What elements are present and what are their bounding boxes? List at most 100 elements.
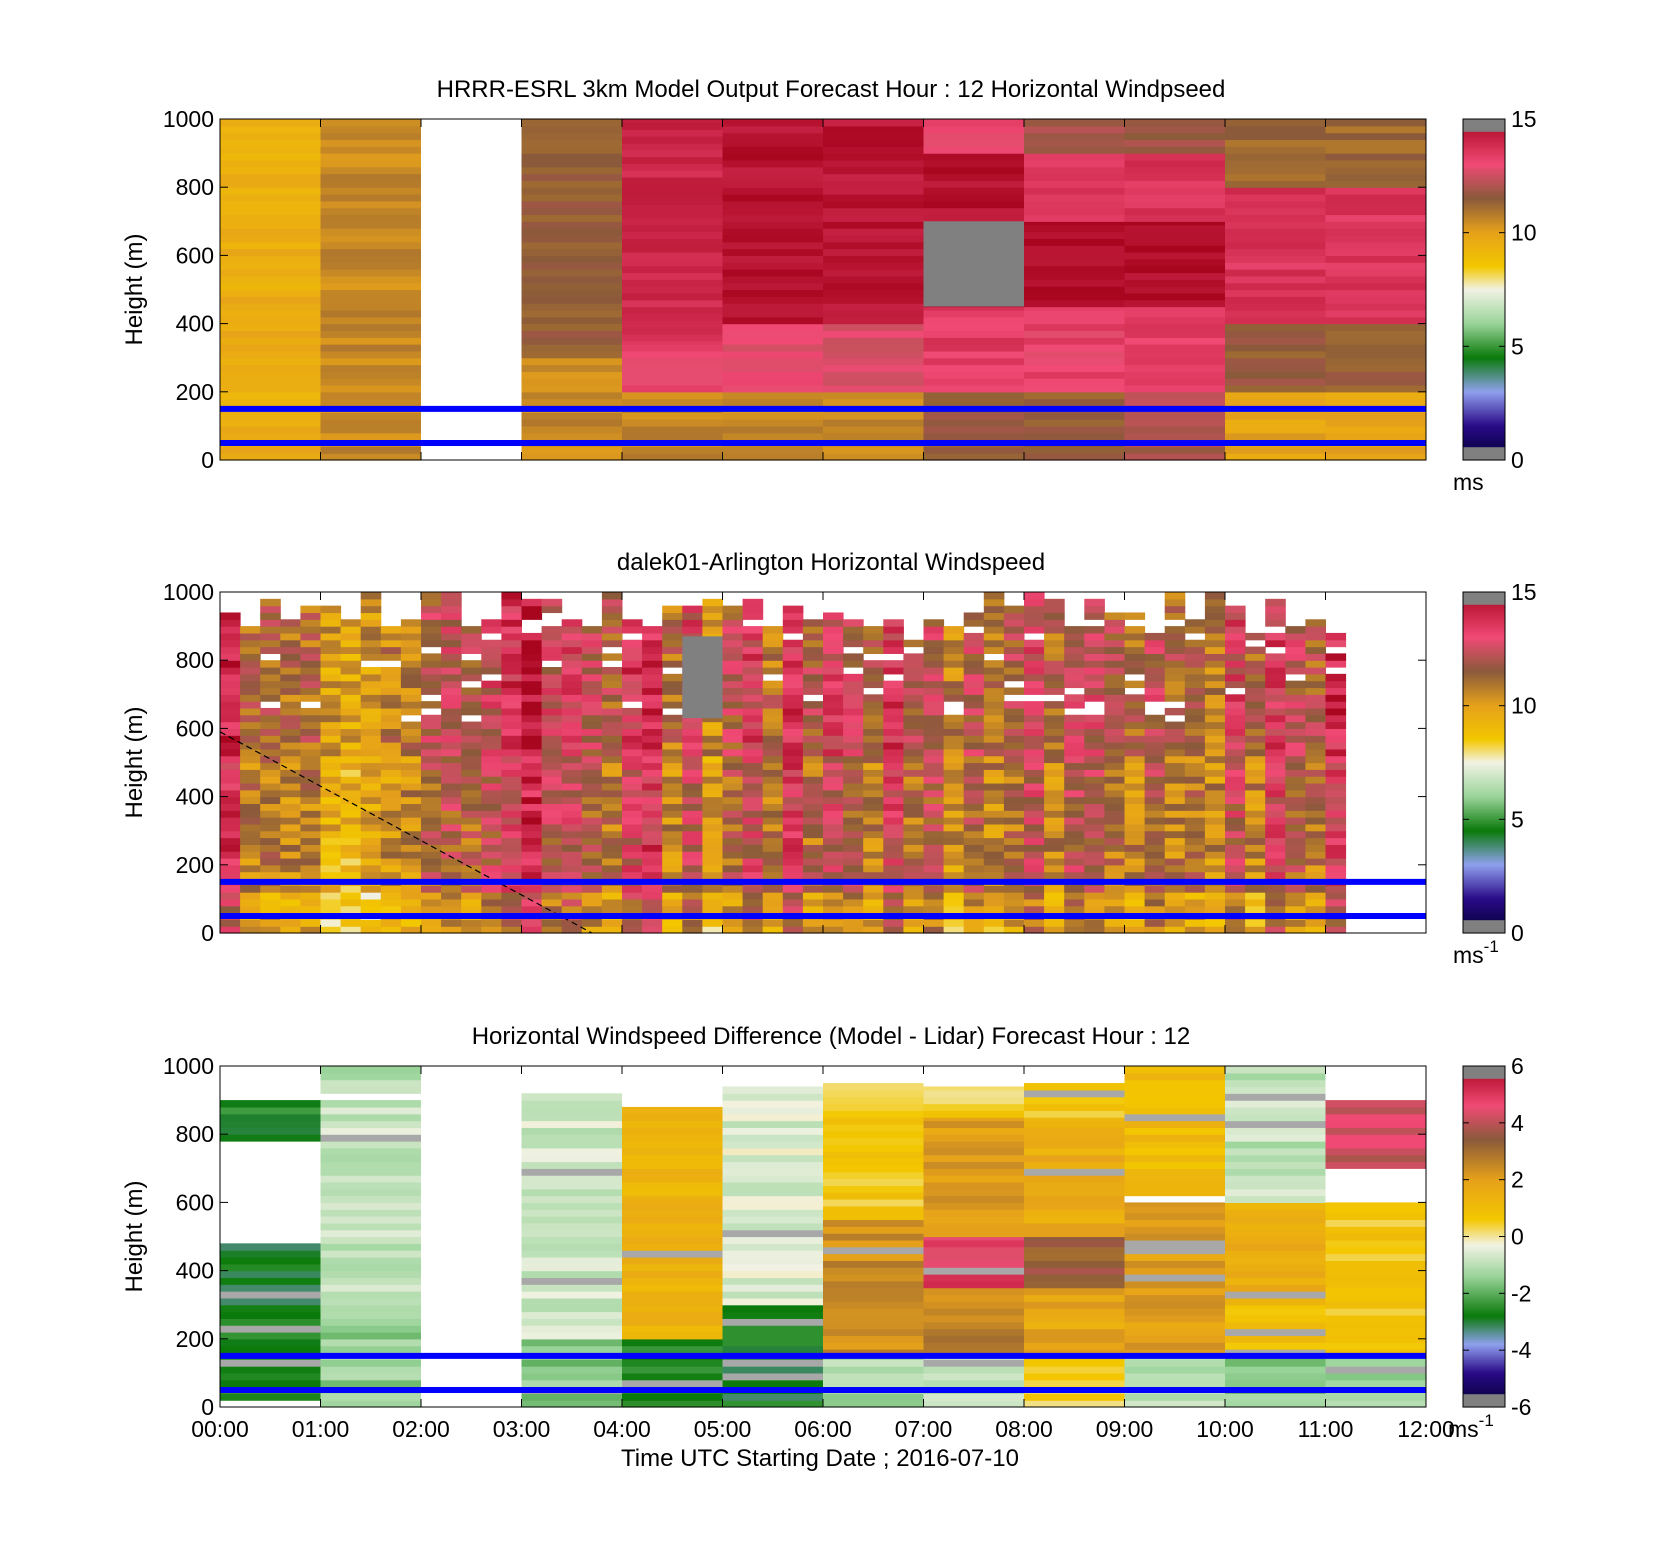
- heatmap-cell: [622, 1372, 723, 1381]
- heatmap-cell: [1024, 1366, 1125, 1374]
- heatmap-cell: [1184, 885, 1206, 893]
- heatmap-cell: [923, 1086, 1024, 1091]
- heatmap-cell: [340, 782, 362, 791]
- heatmap-cell: [983, 905, 1005, 914]
- colorbar-segment: [1463, 615, 1505, 619]
- heatmap-cell: [742, 701, 764, 709]
- heatmap-cell: [1245, 817, 1266, 825]
- heatmap-cell: [1124, 432, 1225, 441]
- heatmap-cell: [1184, 694, 1206, 702]
- heatmap-cell: [1325, 1246, 1426, 1255]
- heatmap-cell: [1164, 667, 1186, 675]
- heatmap-cell: [1325, 221, 1426, 229]
- heatmap-cell: [360, 898, 382, 907]
- heatmap-cell: [521, 350, 622, 359]
- heatmap-cell: [601, 776, 623, 784]
- heatmap-cell: [1024, 231, 1125, 239]
- heatmap-cell: [360, 673, 382, 682]
- colorbar-segment: [1463, 244, 1505, 248]
- heatmap-cell: [1064, 653, 1085, 661]
- colorbar-segment: [1463, 824, 1505, 828]
- heatmap-cell: [1285, 789, 1306, 798]
- heatmap-cell: [280, 796, 301, 805]
- heatmap-cell: [1225, 905, 1246, 914]
- heatmap-cell: [1204, 632, 1226, 641]
- heatmap-cell: [400, 673, 422, 682]
- heatmap-cell: [782, 694, 804, 702]
- heatmap-cell: [220, 371, 321, 379]
- heatmap-cell: [581, 796, 603, 805]
- heatmap-cell: [823, 207, 924, 216]
- heatmap-cell: [521, 1202, 622, 1210]
- heatmap-cell: [722, 1304, 823, 1313]
- heatmap-cell: [561, 735, 583, 743]
- heatmap-cell: [521, 1325, 622, 1333]
- colorbar-segment: [1463, 214, 1505, 218]
- heatmap-cell: [240, 626, 261, 634]
- heatmap-cell: [601, 626, 623, 634]
- heatmap-cell: [521, 1106, 622, 1115]
- heatmap-cell: [320, 687, 342, 695]
- heatmap-cell: [1225, 139, 1326, 147]
- heatmap-cell: [1044, 817, 1065, 825]
- heatmap-cell: [1225, 769, 1246, 777]
- heatmap-cell: [823, 1192, 924, 1200]
- heatmap-cell: [1104, 714, 1125, 723]
- heatmap-cell: [320, 1393, 421, 1401]
- heatmap-cell: [1204, 810, 1226, 818]
- heatmap-cell: [501, 646, 522, 654]
- heatmap-cell: [1305, 905, 1326, 914]
- heatmap-cell: [782, 728, 804, 736]
- heatmap-cell: [300, 735, 321, 743]
- heatmap-cell: [863, 830, 884, 839]
- heatmap-cell: [1024, 1127, 1125, 1135]
- heatmap-cell: [923, 857, 945, 866]
- heatmap-cell: [320, 1277, 421, 1285]
- heatmap-cell: [1225, 803, 1246, 811]
- heatmap-cell: [823, 626, 844, 634]
- heatmap-cell: [1225, 412, 1326, 420]
- heatmap-cell: [983, 871, 1005, 880]
- heatmap-cell: [1124, 680, 1146, 689]
- heatmap-cell: [541, 646, 563, 654]
- heatmap-cell: [1124, 1239, 1225, 1248]
- colorbar-segment: [1463, 410, 1505, 414]
- heatmap-cell: [320, 667, 342, 675]
- heatmap-cell: [923, 701, 945, 709]
- heatmap-cell: [1204, 748, 1226, 757]
- y-axis-label: Height (m): [121, 706, 148, 818]
- heatmap-cell: [702, 892, 723, 900]
- heatmap-cell: [601, 762, 623, 770]
- heatmap-cell: [360, 762, 382, 770]
- colorbar-segment: [1463, 751, 1505, 755]
- heatmap-cell: [1044, 905, 1065, 914]
- heatmap-cell: [1124, 823, 1146, 832]
- heatmap-cell: [943, 803, 965, 811]
- heatmap-cell: [320, 1229, 421, 1238]
- heatmap-cell: [220, 1325, 321, 1333]
- heatmap-cell: [622, 1325, 723, 1333]
- heatmap-cell: [320, 1154, 421, 1163]
- heatmap-cell: [963, 721, 985, 729]
- heatmap-cell: [1024, 286, 1125, 294]
- heatmap-cell: [943, 728, 965, 736]
- heatmap-cell: [521, 851, 543, 859]
- heatmap-cell: [501, 762, 522, 770]
- heatmap-cell: [722, 344, 823, 352]
- heatmap-cell: [682, 782, 703, 791]
- colorbar-segment: [1463, 170, 1505, 173]
- heatmap-cell: [1225, 789, 1246, 798]
- heatmap-cell: [1225, 830, 1246, 839]
- heatmap-cell: [380, 653, 402, 661]
- heatmap-cell: [1225, 262, 1326, 270]
- heatmap-cell: [521, 207, 622, 216]
- heatmap-cell: [782, 687, 804, 695]
- heatmap-cell: [1225, 680, 1246, 689]
- heatmap-cell: [601, 701, 623, 709]
- heatmap-cell: [1084, 857, 1105, 866]
- colorbar-segment: [1463, 387, 1505, 391]
- colorbar-segment: [1463, 1146, 1505, 1150]
- heatmap-cell: [1325, 214, 1426, 222]
- heatmap-cell: [1305, 707, 1326, 716]
- heatmap-cell: [240, 864, 261, 873]
